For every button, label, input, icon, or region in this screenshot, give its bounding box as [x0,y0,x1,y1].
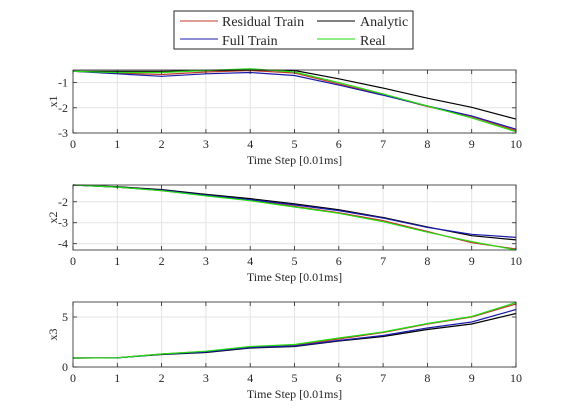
x-tick-label: 2 [159,371,165,385]
x-tick-label: 7 [380,254,386,268]
y-tick-label: -1 [58,76,68,90]
x-tick-label: 9 [469,137,475,151]
y-axis-label: x2 [46,212,60,224]
y-tick-label: -2 [58,101,68,115]
y-tick-label: -3 [58,126,68,140]
x-tick-label: 4 [247,254,253,268]
x-tick-label: 4 [247,137,253,151]
y-tick-label: -4 [58,237,68,251]
x-tick-label: 10 [510,254,522,268]
x-tick-label: 6 [336,254,342,268]
x-tick-label: 10 [510,371,522,385]
series-line-real [72,184,517,251]
x-axis-label: Time Step [0.01ms] [247,270,342,284]
x-tick-label: 2 [159,254,165,268]
x-tick-label: 0 [70,137,76,151]
y-tick-label: -2 [58,195,68,209]
y-axis-label: x3 [46,329,60,341]
subplot-x2: 0 1 2 3 4 5 6 7 8 9 10 -4 -3 -2 Time Step [0.01ms] x2 [46,184,522,284]
x-tick-label: 6 [336,137,342,151]
x-tick-label: 1 [114,254,120,268]
x-tick-label: 9 [469,371,475,385]
y-axis-label: x1 [46,96,60,108]
subplot-x3: 0 1 2 3 4 5 6 7 8 9 10 0 5 Time Step [0.01ms] x3 [46,301,522,401]
legend-box [173,10,414,50]
x-tick-label: 0 [70,254,76,268]
x-tick-label: 5 [292,371,298,385]
x-tick-label: 8 [424,254,430,268]
y-tick-label: -3 [58,216,68,230]
legend-label-analytic: Analytic [360,15,408,30]
series-line-real [72,301,517,359]
x-tick-label: 3 [203,254,209,268]
x-tick-label: 5 [292,254,298,268]
legend: Residual Train Analytic Full Train Real [173,10,414,50]
x-axis-label: Time Step [0.01ms] [247,387,342,401]
x-tick-label: 6 [336,371,342,385]
x-tick-label: 4 [247,371,253,385]
x-tick-label: 10 [510,137,522,151]
series-line-full-train [72,70,517,130]
legend-label-real: Real [360,34,386,49]
subplot-x1: 0 1 2 3 4 5 6 7 8 9 10 -3 -2 -1 Time Step [0.01ms] x1 [46,68,522,167]
x-tick-label: 0 [70,371,76,385]
y-tick-label: 0 [62,360,68,374]
y-tick-label: 5 [62,310,68,324]
x-tick-label: 8 [424,371,430,385]
x-axis-label: Time Step [0.01ms] [247,153,342,167]
x-tick-label: 7 [380,137,386,151]
x-tick-label: 3 [203,371,209,385]
x-tick-label: 1 [114,137,120,151]
x-tick-label: 8 [424,137,430,151]
x-tick-label: 7 [380,371,386,385]
x-tick-label: 9 [469,254,475,268]
x-tick-label: 1 [114,371,120,385]
x-tick-label: 5 [292,137,298,151]
x-tick-label: 2 [159,137,165,151]
legend-label-residual-train: Residual Train [222,15,304,30]
x-tick-label: 3 [203,137,209,151]
legend-label-full-train: Full Train [222,34,278,49]
